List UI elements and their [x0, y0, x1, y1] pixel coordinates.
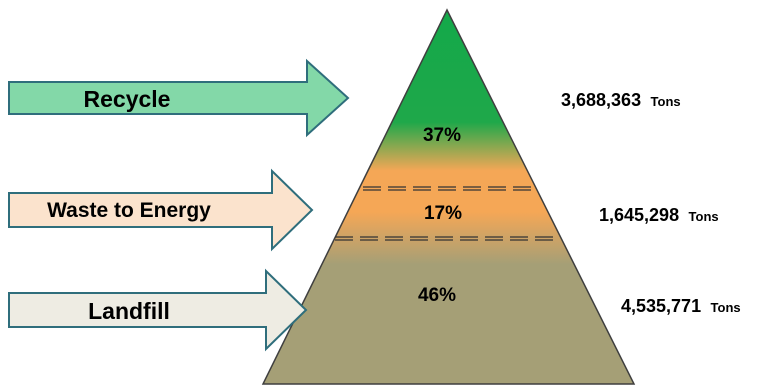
recycle-amount: 3,688,363 — [561, 90, 641, 110]
recycle-unit: Tons — [651, 94, 681, 109]
landfill-arrow: Landfill — [8, 268, 308, 352]
waste-to-energy-tonnage: 1,645,298 Tons — [599, 205, 719, 225]
recycle-tonnage: 3,688,363 Tons — [561, 90, 681, 110]
waste-to-energy-amount: 1,645,298 — [599, 205, 679, 225]
landfill-unit: Tons — [711, 300, 741, 315]
waste-pyramid — [261, 8, 636, 385]
waste-to-energy-unit: Tons — [689, 209, 719, 224]
landfill-arrow-label: Landfill — [88, 298, 170, 324]
waste-to-energy-arrow: Waste to Energy — [8, 168, 314, 252]
waste-to-energy-percent: 17% — [424, 203, 462, 224]
landfill-percent: 46% — [418, 285, 456, 306]
landfill-amount: 4,535,771 — [621, 296, 701, 316]
recycle-percent: 37% — [423, 125, 461, 146]
waste-to-energy-arrow-label: Waste to Energy — [47, 199, 211, 222]
landfill-tonnage: 4,535,771 Tons — [621, 296, 741, 316]
recycle-arrow: Recycle — [8, 58, 350, 138]
recycle-arrow-label: Recycle — [84, 86, 171, 112]
